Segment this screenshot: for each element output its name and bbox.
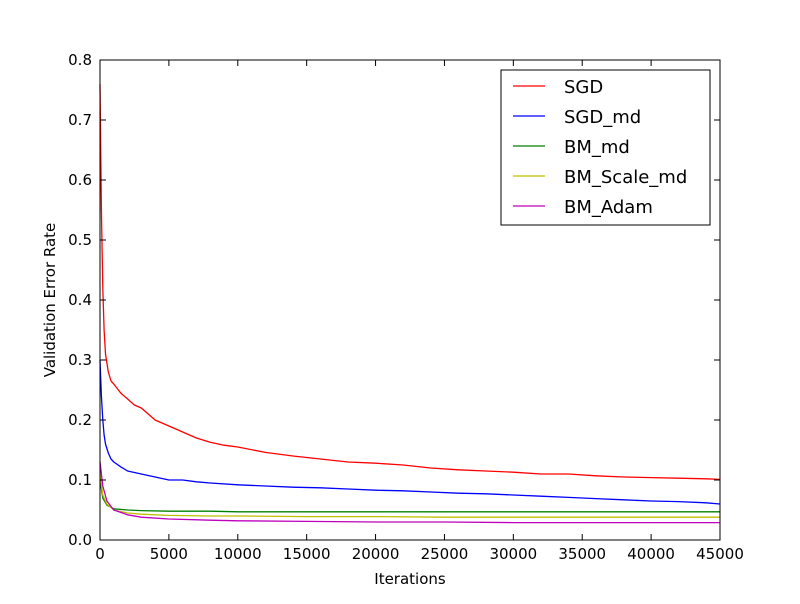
x-tick-label: 20000 [352,545,400,563]
y-axis-label: Validation Error Rate [41,223,59,378]
series-line-bm-md [99,479,720,513]
legend-box [500,69,711,226]
y-tick-label: 0.5 [68,231,92,249]
x-tick-label: 10000 [214,545,262,563]
y-tick-label: 0.3 [68,351,92,369]
x-axis-label: Iterations [374,570,446,588]
x-tick-label: 40000 [627,545,675,563]
legend-label: SGD_md [564,107,641,128]
series-line-sgd [99,83,721,481]
x-tick-label: 35000 [558,545,606,563]
y-tick-label: 0.8 [68,51,92,69]
x-tick-label: 15000 [283,545,331,563]
series-line-bm-adam [99,461,720,524]
y-tick-label: 0.0 [68,531,92,549]
ticks-layer: 0 5000 10000 15000 20000 25000 30000 35000 40000… [68,51,744,563]
legend-label: SGD [564,77,603,98]
x-tick-label: 25000 [421,545,469,563]
y-tick-label: 0.7 [68,111,92,129]
x-tick-label: 45000 [696,545,744,563]
y-tick-label: 0.1 [68,471,92,489]
x-tick-label: 5000 [150,545,188,563]
series-layer [99,83,721,524]
y-tick-label: 0.6 [68,171,92,189]
legend: SGD SGD_md BM_md BM_Scale_md BM_Adam [500,69,711,226]
y-tick-label: 0.2 [68,411,92,429]
y-tick-label: 0.4 [68,291,92,309]
legend-label: BM_md [564,137,630,158]
series-line-bm-scale-md [99,473,720,518]
x-tick-label: 30000 [489,545,537,563]
x-tick-label: 0 [95,545,105,563]
legend-label: BM_Scale_md [564,167,687,188]
series-line-sgd-md [99,359,721,505]
legend-label: BM_Adam [564,197,653,218]
